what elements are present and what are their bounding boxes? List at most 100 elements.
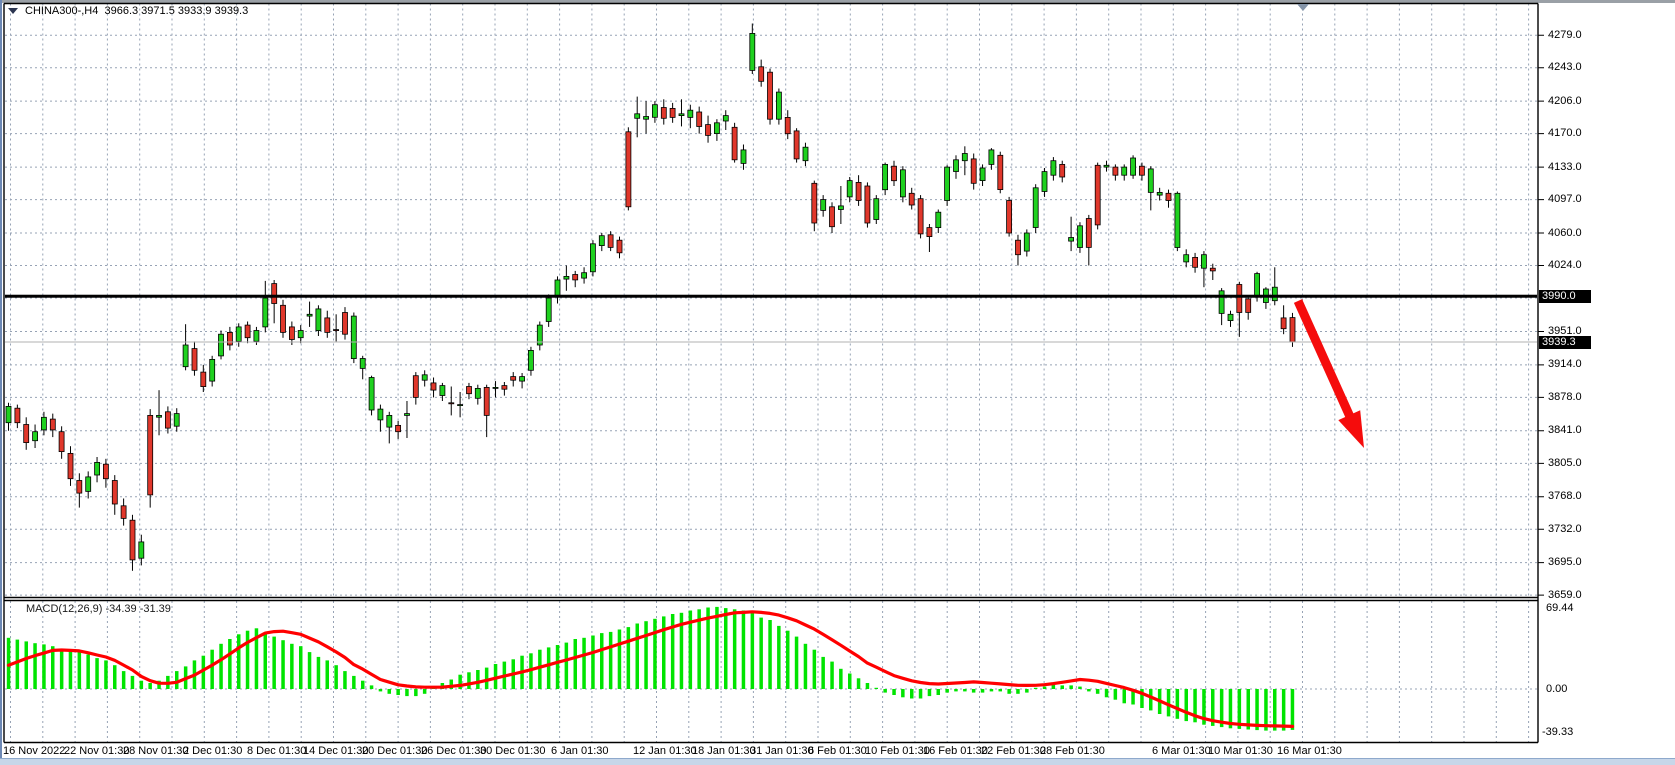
candle: [997, 154, 1004, 191]
candle: [758, 66, 765, 82]
candle: [961, 153, 968, 162]
candle: [129, 519, 136, 561]
macd-tick-label: 69.44: [1546, 602, 1574, 614]
date-tick-label: 28 Feb 01:30: [1040, 745, 1105, 757]
date-tick-label: 16 Nov 2022: [3, 745, 66, 757]
candle: [820, 199, 827, 211]
candle: [1218, 290, 1225, 314]
candle: [448, 402, 455, 405]
macd-tick-label: 0.00: [1546, 683, 1568, 695]
candle: [554, 279, 561, 297]
price-tick-label: 4243.0: [1548, 61, 1582, 73]
candle: [156, 414, 162, 418]
symbol-timeframe-label: CHINA300-,H4: [25, 5, 99, 17]
date-tick-label: 8 Dec 01:30: [247, 745, 307, 757]
candle: [953, 159, 959, 172]
candle: [846, 180, 853, 198]
price-tick-label: 4097.0: [1548, 193, 1582, 205]
candle: [492, 386, 499, 389]
horizontal-line-3990[interactable]: [5, 294, 1537, 298]
candle: [1147, 168, 1154, 193]
candle: [23, 424, 30, 444]
candle: [908, 192, 915, 206]
date-tick-label: 6 Jan 01:30: [551, 745, 609, 757]
candle: [678, 113, 685, 117]
candle: [280, 304, 286, 333]
candle: [1094, 164, 1101, 226]
candle: [1183, 254, 1190, 263]
symbol-dropdown-icon[interactable]: [8, 8, 18, 14]
candle: [235, 326, 242, 342]
candle: [412, 375, 419, 398]
candle: [696, 111, 703, 127]
candle: [209, 358, 216, 382]
trend-arrow-head[interactable]: [1338, 410, 1364, 448]
price-tick-label: 4133.0: [1548, 161, 1582, 173]
candle: [244, 324, 251, 339]
candle: [1156, 191, 1163, 196]
candle: [1192, 256, 1198, 268]
candle: [474, 387, 481, 399]
date-tick-label: 16 Mar 01:30: [1277, 745, 1342, 757]
candle: [368, 377, 375, 411]
candle: [687, 109, 694, 118]
date-tick-label: 26 Dec 01:30: [421, 745, 487, 757]
candle: [457, 404, 464, 407]
candle: [536, 324, 543, 346]
price-tick-label: 3732.0: [1548, 523, 1582, 535]
candle: [1130, 157, 1136, 176]
candle: [111, 480, 118, 505]
candle: [660, 107, 667, 119]
candle: [218, 333, 224, 357]
chart-title: CHINA300-,H4 3966.3 3971.5 3933.9 3939.3: [8, 5, 248, 17]
date-tick-label: 12 Jan 01:30: [633, 745, 697, 757]
candle: [5, 405, 12, 424]
candle: [563, 275, 570, 280]
candle: [572, 274, 579, 281]
candle: [58, 431, 65, 453]
date-tick-label: 14 Dec 01:30: [303, 745, 369, 757]
date-tick-label: 20 Dec 01:30: [362, 745, 428, 757]
price-tick-label: 3841.0: [1548, 424, 1582, 436]
candle: [200, 371, 207, 388]
candle: [749, 33, 756, 71]
candle: [864, 185, 871, 224]
trend-arrow-shaft[interactable]: [1293, 299, 1358, 427]
candle: [598, 235, 605, 246]
candle: [669, 108, 676, 118]
candle: [705, 124, 711, 136]
candle: [1068, 237, 1074, 242]
candle: [634, 113, 641, 119]
candle: [784, 117, 791, 135]
candle: [191, 348, 198, 371]
candle: [793, 130, 800, 160]
price-tick-label: 3768.0: [1548, 490, 1582, 502]
candle: [359, 358, 366, 369]
candle: [41, 416, 47, 431]
candle: [1271, 286, 1278, 302]
price-tick-label: 4279.0: [1548, 29, 1582, 41]
date-tick-label: 6 Feb 01:30: [808, 745, 867, 757]
price-tick-label: 4024.0: [1548, 259, 1582, 271]
date-tick-label: 10 Mar 01:30: [1208, 745, 1273, 757]
candle: [386, 414, 393, 428]
candle: [1280, 317, 1287, 330]
candle: [926, 227, 933, 238]
candle: [714, 122, 720, 135]
candlestick-series: [5, 23, 1296, 571]
candle: [262, 297, 269, 328]
candle: [873, 198, 880, 220]
chart-shift-marker-icon[interactable]: [1297, 4, 1309, 11]
macd-tick-label: -39.33: [1542, 726, 1574, 738]
date-tick-label: 6 Mar 01:30: [1152, 745, 1211, 757]
candle: [1085, 218, 1092, 248]
candle: [891, 165, 897, 182]
candle: [1165, 192, 1172, 201]
ohlc-values: 3966.3 3971.5 3933.9 3939.3: [104, 5, 249, 17]
price-tick-label: 4060.0: [1548, 227, 1582, 239]
candle: [1006, 200, 1012, 234]
price-tick-label: 3659.0: [1548, 589, 1582, 601]
window-top-border: [0, 0, 1675, 3]
